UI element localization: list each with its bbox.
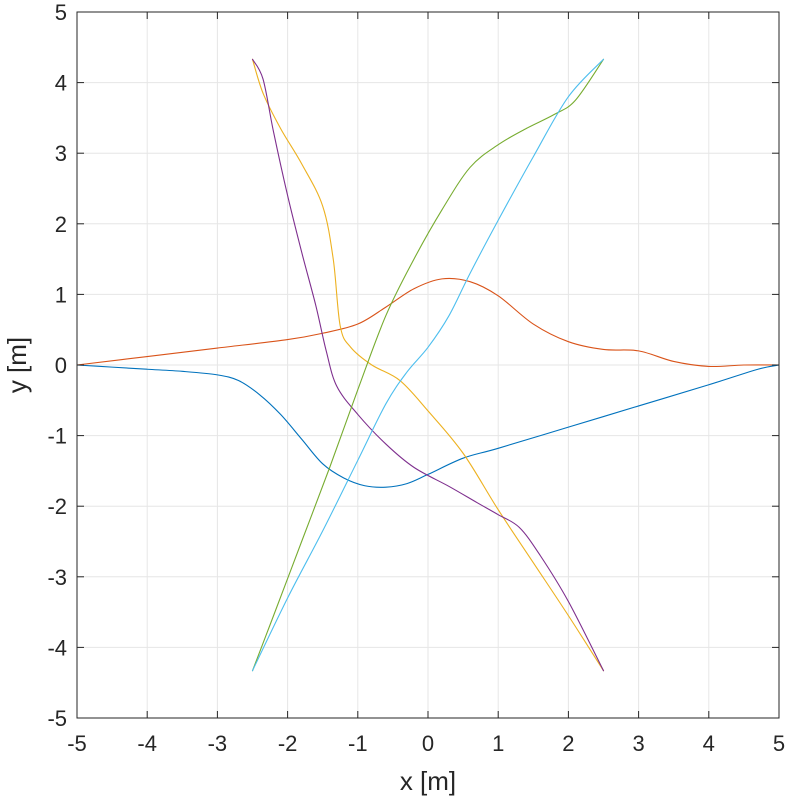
x-tick-label: 4 <box>703 731 715 756</box>
x-tick-label: -1 <box>348 731 368 756</box>
y-tick-label: 1 <box>55 282 67 307</box>
x-tick-label: 3 <box>632 731 644 756</box>
x-axis-label: x [m] <box>400 766 456 796</box>
grid <box>77 12 779 718</box>
series-line-4 <box>251 58 605 672</box>
x-tick-label: 2 <box>562 731 574 756</box>
y-tick-label: 3 <box>55 141 67 166</box>
x-tick-label: -3 <box>208 731 228 756</box>
y-tick-label: 4 <box>55 71 67 96</box>
y-tick-label: 0 <box>55 353 67 378</box>
x-tick-label: -4 <box>137 731 157 756</box>
y-tick-label: -3 <box>47 565 67 590</box>
y-tick-label: -1 <box>47 424 67 449</box>
y-tick-label: 5 <box>55 0 67 25</box>
y-tick-label: -2 <box>47 494 67 519</box>
y-tick-label: 2 <box>55 212 67 237</box>
y-axis-label: y [m] <box>2 337 32 393</box>
y-tick-label: -5 <box>47 706 67 731</box>
series-layer <box>76 58 780 672</box>
x-tick-label: 1 <box>492 731 504 756</box>
x-tick-label: 0 <box>422 731 434 756</box>
x-tick-label: -2 <box>278 731 298 756</box>
series-line-5 <box>251 58 605 672</box>
series-line-1 <box>76 364 780 488</box>
series-line-6 <box>251 58 605 672</box>
x-tick-label: 5 <box>773 731 785 756</box>
ticks: -5 -4 -3 -2 -1 0 1 2 3 4 5 -5 -4 -3 -2 -1 0 1 2 3 4 5 <box>47 0 785 756</box>
x-tick-label: -5 <box>67 731 87 756</box>
y-tick-label: -4 <box>47 635 67 660</box>
series-line-3 <box>251 58 605 672</box>
series-line-2 <box>76 277 780 368</box>
